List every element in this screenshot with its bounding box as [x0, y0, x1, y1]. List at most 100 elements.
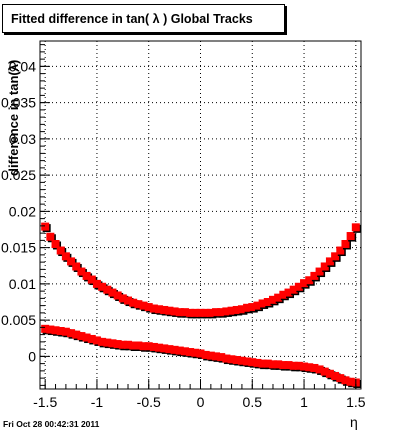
data-point: [201, 308, 210, 317]
x-tick-label: 1: [300, 394, 308, 410]
data-point: [279, 361, 288, 370]
data-point: [346, 232, 355, 241]
data-point: [139, 301, 148, 310]
data-point: [279, 290, 288, 299]
data-point: [331, 252, 340, 261]
data-point: [289, 361, 298, 370]
data-point: [320, 367, 329, 376]
data-point: [61, 327, 70, 336]
data-point: [320, 262, 329, 271]
data-point: [118, 340, 127, 349]
data-point: [222, 354, 231, 363]
data-point: [274, 293, 283, 302]
data-point: [56, 246, 65, 255]
data-point: [227, 306, 236, 315]
data-point: [263, 359, 272, 368]
y-tick-label: 0.005: [1, 312, 36, 328]
data-point: [46, 325, 55, 334]
data-point: [201, 350, 210, 359]
data-point: [180, 347, 189, 356]
data-point: [41, 222, 50, 231]
data-point: [113, 291, 122, 300]
data-point: [46, 232, 55, 241]
data-point: [92, 336, 101, 345]
data-markers: [41, 222, 362, 388]
x-axis-label: η: [350, 414, 358, 430]
data-point: [77, 332, 86, 341]
data-point: [134, 300, 143, 309]
data-point: [258, 299, 267, 308]
y-tick-label: 0.04: [9, 58, 36, 74]
data-point: [237, 305, 246, 314]
data-point: [82, 271, 91, 280]
data-point: [160, 344, 169, 353]
data-point: [87, 334, 96, 343]
data-point: [310, 271, 319, 280]
title-box: Fitted difference in tan( λ ) Global Tra…: [2, 4, 285, 33]
data-point: [98, 282, 107, 291]
x-tick-label: -0.5: [137, 394, 161, 410]
data-point: [305, 276, 314, 285]
data-point: [41, 324, 50, 333]
data-point: [336, 246, 345, 255]
data-point: [196, 308, 205, 317]
data-point: [243, 357, 252, 366]
data-point: [72, 262, 81, 271]
y-tick-label: 0.025: [1, 167, 36, 183]
data-point: [149, 342, 158, 351]
data-point: [144, 342, 153, 351]
data-point: [196, 349, 205, 358]
data-point: [284, 361, 293, 370]
data-point: [170, 345, 179, 354]
y-tick-label: 0.02: [9, 203, 36, 219]
timestamp-footer: Fri Oct 28 00:42:31 2011: [3, 419, 100, 429]
data-point: [124, 340, 133, 349]
data-point: [67, 257, 76, 266]
data-point: [325, 369, 334, 378]
data-point: [253, 301, 262, 310]
data-point: [305, 363, 314, 372]
data-point: [87, 275, 96, 284]
data-point: [248, 358, 257, 367]
data-point: [129, 298, 138, 307]
x-tick-label: -1.5: [33, 394, 57, 410]
data-point: [108, 339, 117, 348]
data-point: [284, 288, 293, 297]
x-tick-label: -1: [91, 394, 104, 410]
data-point: [294, 282, 303, 291]
data-point: [191, 308, 200, 317]
data-point: [268, 295, 277, 304]
tick-labels: -1.5 -1 -0.5 0 0.5 1 1.5 0 0.005 0.01 0.015 0.02 0.0…: [1, 58, 366, 410]
data-point: [139, 342, 148, 351]
data-point: [155, 343, 164, 352]
data-point: [124, 296, 133, 305]
data-point: [92, 279, 101, 288]
data-point: [160, 305, 169, 314]
data-point: [336, 374, 345, 383]
data-point: [129, 341, 138, 350]
data-point: [186, 308, 195, 317]
data-point: [289, 285, 298, 294]
data-point: [212, 308, 221, 317]
y-tick-label: 0.035: [1, 95, 36, 111]
data-point: [294, 361, 303, 370]
data-point: [206, 351, 215, 360]
data-point: [191, 348, 200, 357]
chart-title: Fitted difference in tan( λ ) Global Tra…: [11, 12, 253, 26]
data-point: [310, 363, 319, 372]
data-point: [165, 306, 174, 315]
y-axis-label: difference in tan(λ): [6, 59, 21, 176]
data-point: [77, 267, 86, 276]
data-point: [144, 303, 153, 312]
data-point: [72, 330, 81, 339]
data-point: [175, 308, 184, 317]
data-point: [258, 359, 267, 368]
data-point: [248, 303, 257, 312]
data-point: [108, 288, 117, 297]
data-point: [341, 240, 350, 248]
data-point: [155, 305, 164, 314]
data-point: [67, 329, 76, 338]
data-point: [243, 303, 252, 312]
data-point: [180, 308, 189, 317]
data-point: [212, 352, 221, 361]
